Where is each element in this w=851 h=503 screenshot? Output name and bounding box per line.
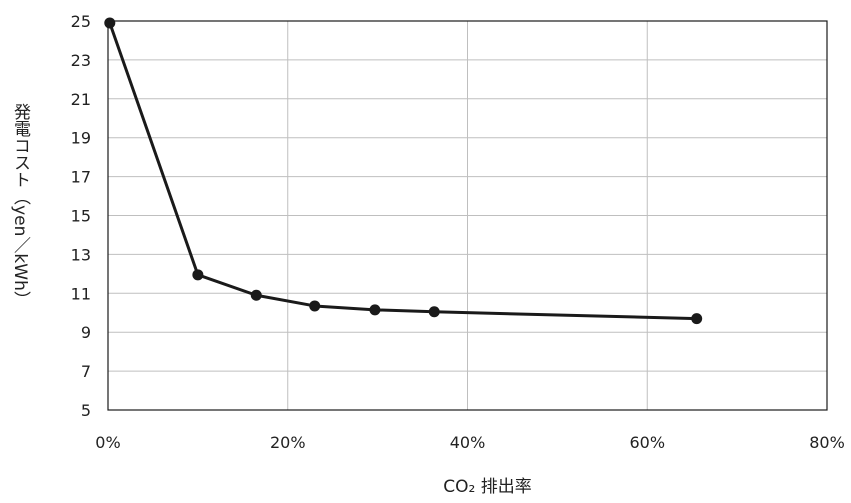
x-axis-ticks: 0% 20% 40% 60% 80% xyxy=(95,433,844,452)
y-axis-title: 発電コスト（yen／kWh） xyxy=(10,103,31,308)
y-tick-label: 15 xyxy=(71,207,91,226)
x-axis-title: CO₂ 排出率 xyxy=(443,477,531,497)
y-tick-label: 19 xyxy=(71,129,91,148)
data-point xyxy=(691,313,703,325)
y-axis-ticks: 5 7 9 11 13 15 17 19 21 23 25 xyxy=(71,12,91,420)
y-tick-label: 7 xyxy=(81,362,91,381)
x-tick-label: 0% xyxy=(95,433,120,452)
data-point xyxy=(192,269,204,281)
data-point xyxy=(428,306,440,318)
series-layer xyxy=(104,17,703,325)
y-tick-label: 17 xyxy=(71,168,91,187)
y-tick-label: 5 xyxy=(81,401,91,420)
data-point xyxy=(309,300,321,312)
y-tick-label: 9 xyxy=(81,323,91,342)
data-point xyxy=(369,304,381,316)
x-tick-label: 20% xyxy=(270,433,306,452)
y-tick-label: 25 xyxy=(71,12,91,31)
data-point xyxy=(104,17,116,29)
plot-frame xyxy=(107,20,828,411)
y-tick-label: 23 xyxy=(71,51,91,70)
x-tick-label: 80% xyxy=(809,433,845,452)
data-point xyxy=(250,289,262,301)
x-tick-label: 40% xyxy=(450,433,486,452)
grid xyxy=(107,20,828,411)
y-tick-label: 21 xyxy=(71,90,91,109)
y-tick-label: 11 xyxy=(71,284,91,303)
x-tick-label: 60% xyxy=(629,433,665,452)
y-tick-label: 13 xyxy=(71,245,91,264)
